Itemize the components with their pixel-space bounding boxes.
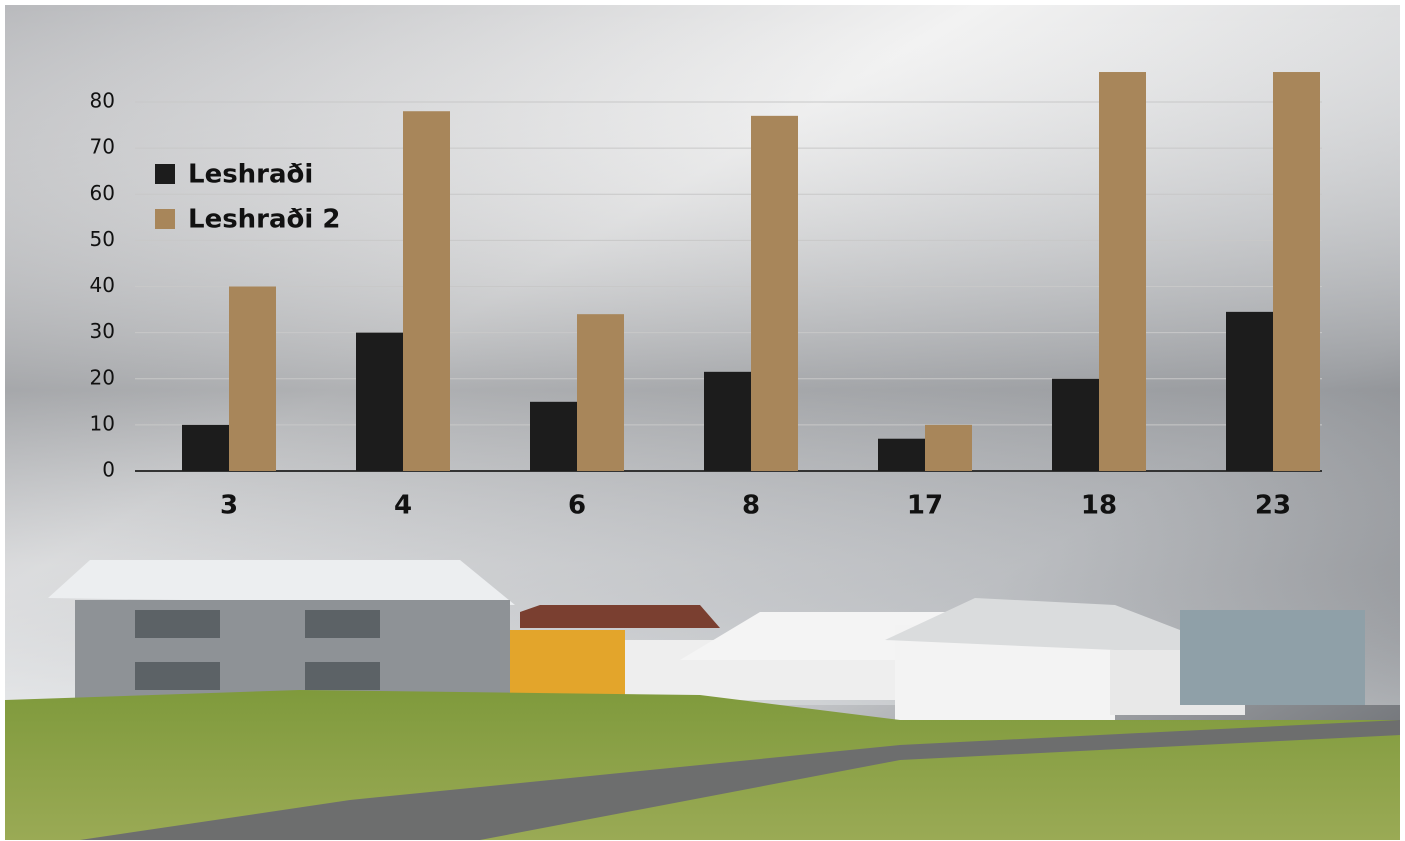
bar [1226, 311, 1273, 471]
y-tick-label: 70 [90, 135, 115, 159]
bar [403, 111, 450, 471]
y-tick-label: 0 [102, 458, 115, 482]
y-tick-label: 50 [90, 227, 115, 251]
x-tick-label: 6 [568, 491, 586, 521]
x-tick-label: 8 [742, 491, 760, 521]
bar [229, 286, 276, 471]
bar [704, 371, 751, 471]
y-tick-label: 60 [90, 181, 115, 205]
bar [182, 424, 229, 471]
legend-swatch [155, 164, 175, 184]
bar [878, 438, 925, 471]
bar [1099, 72, 1146, 472]
bar [751, 115, 798, 472]
x-tick-label: 23 [1255, 491, 1291, 521]
legend-label: Leshraði 2 [188, 205, 340, 235]
y-tick-label: 40 [90, 273, 115, 297]
legend-swatch [155, 209, 175, 229]
y-tick-label: 20 [90, 365, 115, 389]
y-tick-label: 80 [90, 89, 115, 113]
bar [530, 401, 577, 471]
x-tick-label: 3 [220, 491, 238, 521]
bar [1273, 72, 1320, 472]
x-tick-label: 18 [1081, 491, 1117, 521]
x-tick-label: 17 [907, 491, 943, 521]
bar [925, 424, 972, 471]
bar [356, 332, 403, 471]
x-tick-label: 4 [394, 491, 412, 521]
bar [1052, 378, 1099, 471]
y-tick-label: 30 [90, 319, 115, 343]
y-tick-label: 10 [90, 411, 115, 435]
bar [577, 314, 624, 471]
background-photo [5, 5, 1400, 840]
legend-label: Leshraði [188, 160, 313, 190]
